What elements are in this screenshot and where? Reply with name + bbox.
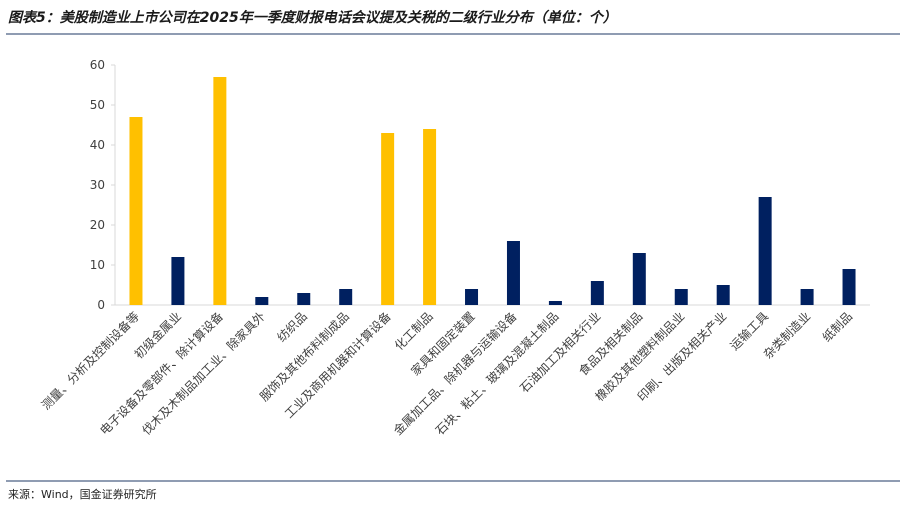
y-tick-label: 10 [90,258,105,272]
bar [800,289,814,305]
bar [842,269,856,305]
bar [758,197,772,305]
bar [632,253,646,305]
x-tick-label: 运输工具 [727,309,772,354]
bar [171,257,185,305]
bar [465,289,479,305]
bar [423,129,437,305]
y-tick-label: 50 [90,98,105,112]
source-note: 来源：Wind，国金证券研究所 [8,487,157,501]
bar [674,289,688,305]
bar [716,285,730,305]
bar [548,301,562,305]
bar [339,289,353,305]
bar [506,241,520,305]
y-tick-label: 20 [90,218,105,232]
y-tick-label: 30 [90,178,105,192]
y-tick-label: 40 [90,138,105,152]
x-tick-label: 石油加工及相关行业 [517,309,603,395]
bar [213,77,227,305]
bar [590,281,604,305]
y-tick-label: 60 [90,58,105,72]
bar [129,117,143,305]
y-tick-label: 0 [97,298,105,312]
bar [255,297,269,305]
chart-title: 图表5：美股制造业上市公司在2025年一季度财报电话会议提及关税的二级行业分布（… [8,9,617,26]
x-tick-label: 纺织品 [275,309,310,344]
x-tick-label: 测量、分析及控制设备等 [39,309,142,412]
bar [297,293,311,305]
x-tick-label: 纸制品 [820,309,855,344]
bar [381,133,395,305]
